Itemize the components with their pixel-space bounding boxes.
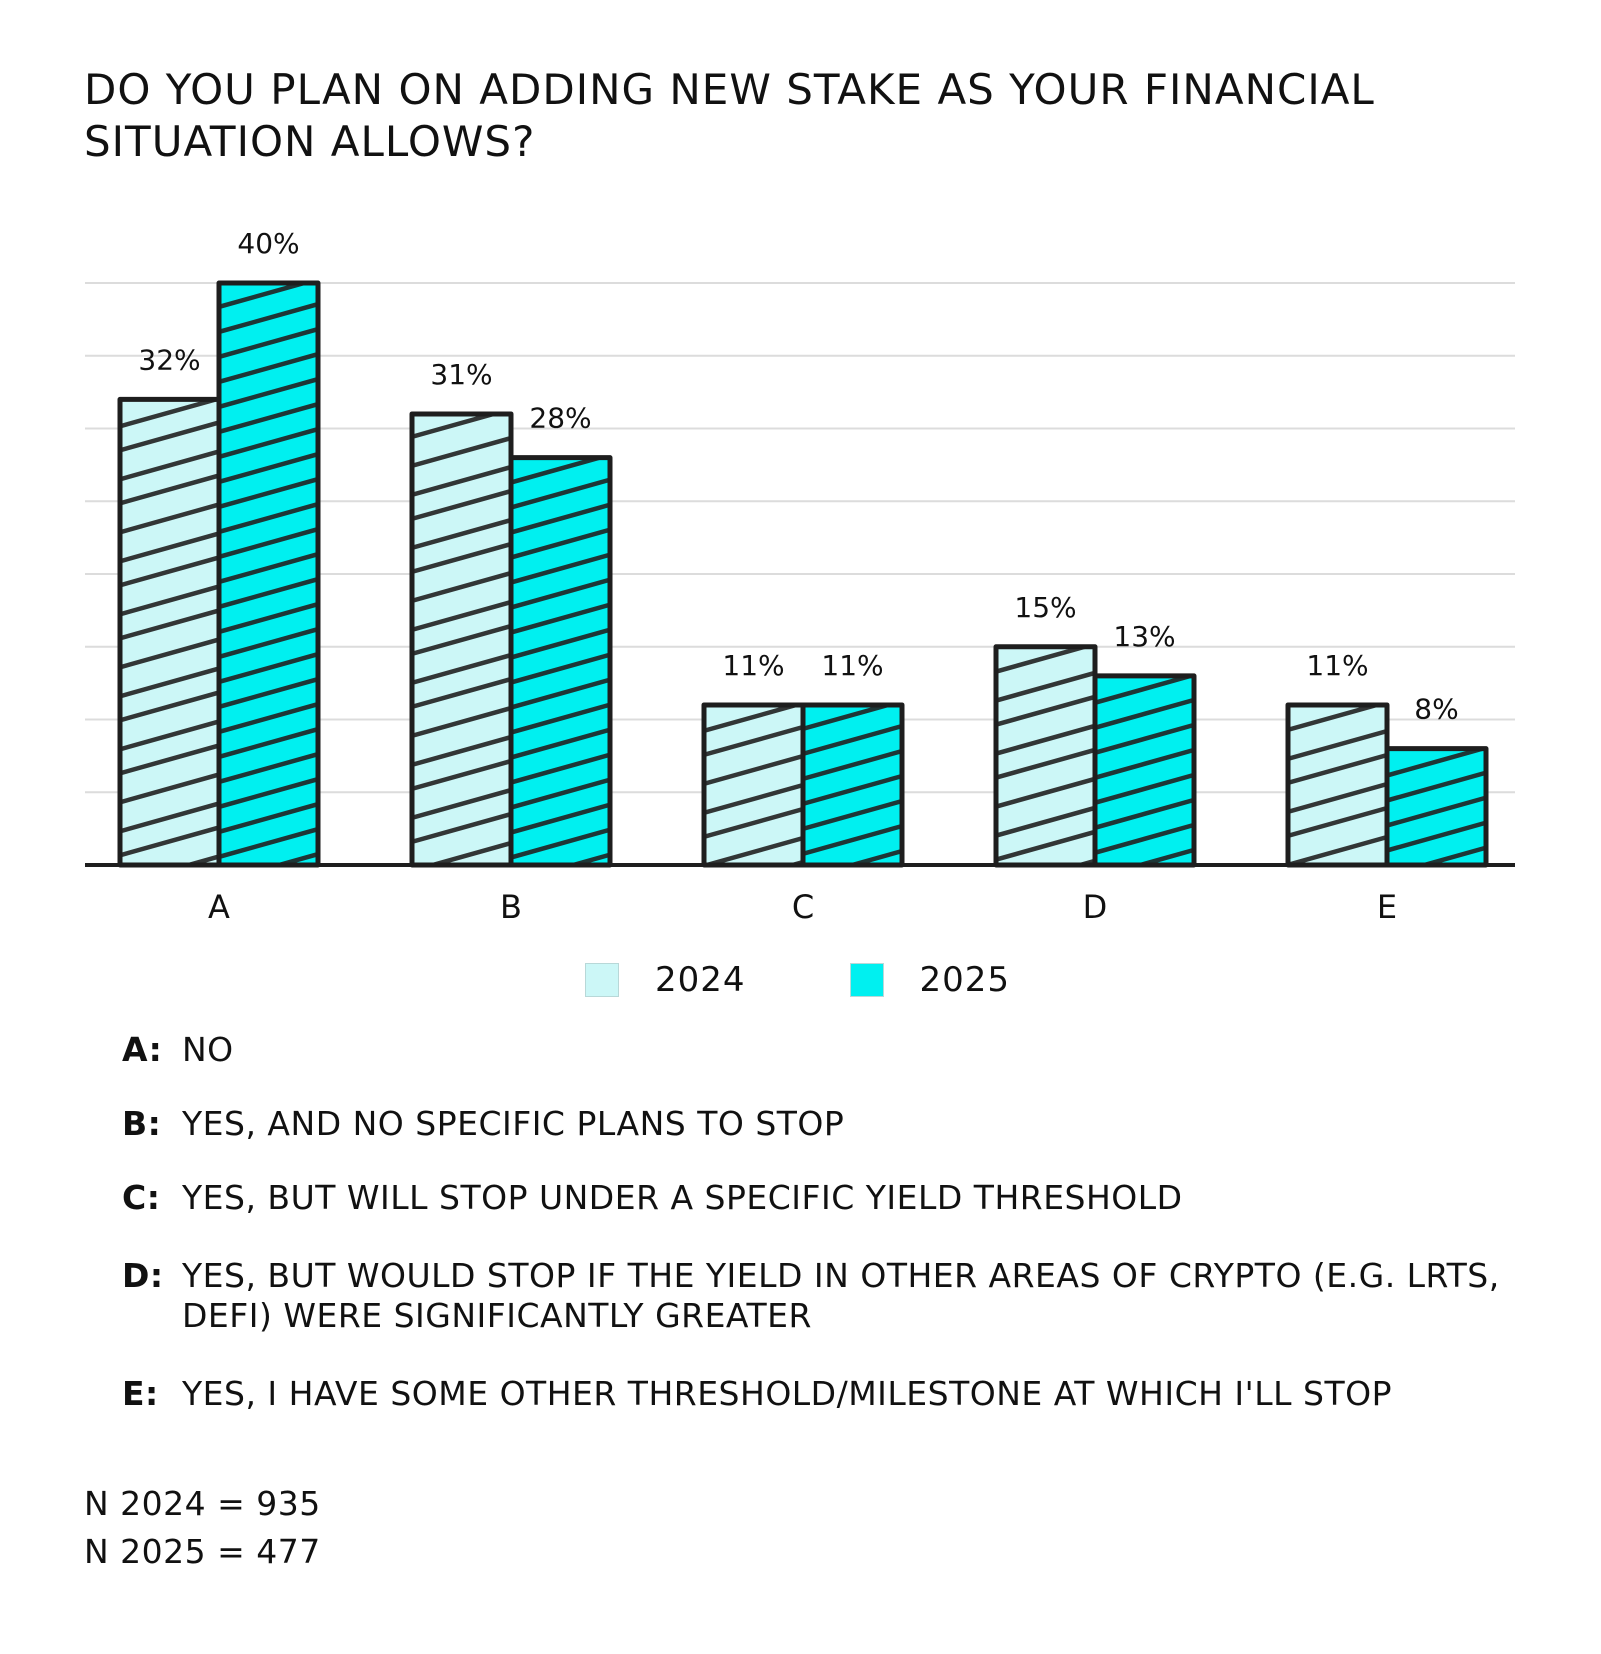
- note-key: A:: [122, 1030, 163, 1069]
- data-label-2024-E: 11%: [1306, 649, 1368, 682]
- sample-sizes: N 2024 = 935 N 2025 = 477: [84, 1480, 321, 1576]
- note-text: YES, I HAVE SOME OTHER THRESHOLD/MILESTO…: [182, 1374, 1392, 1413]
- note-c: C: YES, BUT WILL STOP UNDER A SPECIFIC Y…: [122, 1178, 1522, 1218]
- x-tick-label-C: C: [792, 888, 814, 926]
- data-label-2025-E: 8%: [1414, 693, 1458, 726]
- bar-hatching: [120, 399, 219, 865]
- note-key: B:: [122, 1104, 162, 1143]
- bar-hatching: [1387, 748, 1486, 865]
- legend-label-2024: 2024: [655, 960, 746, 1000]
- note-text: YES, BUT WOULD STOP IF THE YIELD IN OTHE…: [182, 1256, 1500, 1335]
- data-label-2025-B: 28%: [529, 402, 591, 435]
- note-key: E:: [122, 1374, 159, 1413]
- bar-2025-D: [1095, 675, 1194, 865]
- note-key: D:: [122, 1256, 164, 1295]
- note-text: NO: [182, 1030, 234, 1069]
- x-tick-label-D: D: [1083, 888, 1108, 926]
- note-text: YES, AND NO SPECIFIC PLANS TO STOP: [182, 1104, 845, 1143]
- bar-hatching: [412, 413, 511, 865]
- x-tick-label-E: E: [1377, 888, 1397, 926]
- legend-item-2025: 2025: [849, 960, 1011, 1000]
- chart-title: DO YOU PLAN ON ADDING NEW STAKE AS YOUR …: [84, 65, 1375, 166]
- note-d: D: YES, BUT WOULD STOP IF THE YIELD IN O…: [122, 1256, 1522, 1336]
- sample-size-2024: N 2024 = 935: [84, 1484, 321, 1523]
- category-notes: A: NO B: YES, AND NO SPECIFIC PLANS TO S…: [122, 1030, 1522, 1414]
- data-label-2024-D: 15%: [1014, 591, 1076, 624]
- x-tick-label-B: B: [500, 888, 522, 926]
- data-label-2024-A: 32%: [138, 343, 200, 376]
- value-labels: 32% 40% 31% 28% 11% 11% 15% 13% 11% 8%: [138, 227, 1458, 726]
- note-b: B: YES, AND NO SPECIFIC PLANS TO STOP: [122, 1104, 1522, 1144]
- legend-item-2024: 2024: [585, 960, 746, 1000]
- data-label-2025-C: 11%: [821, 649, 883, 682]
- bar-hatching: [1095, 675, 1194, 865]
- x-tick-label-A: A: [208, 888, 230, 926]
- data-label-2024-C: 11%: [722, 649, 784, 682]
- bar-2024-E: [1288, 704, 1387, 865]
- bar-hatching: [219, 283, 318, 865]
- note-text: YES, BUT WILL STOP UNDER A SPECIFIC YIEL…: [182, 1178, 1183, 1217]
- legend: 2024 2025: [585, 960, 1114, 1000]
- legend-swatch-2025: [849, 963, 884, 997]
- legend-label-2025: 2025: [919, 960, 1011, 1000]
- sample-size-2025: N 2025 = 477: [84, 1532, 321, 1571]
- x-axis: A B C D E: [85, 863, 1515, 926]
- data-label-2024-B: 31%: [430, 358, 492, 391]
- note-key: C:: [122, 1178, 161, 1217]
- legend-swatch-2024: [585, 963, 619, 997]
- gridlines: [85, 282, 1515, 794]
- note-e: E: YES, I HAVE SOME OTHER THRESHOLD/MILE…: [122, 1374, 1522, 1414]
- data-label-2025-A: 40%: [237, 227, 299, 260]
- note-a: A: NO: [122, 1030, 1522, 1070]
- bar-chart: 32% 40% 31% 28% 11% 11% 15% 13% 11% 8% A B C D E: [85, 227, 1515, 926]
- data-label-2025-D: 13%: [1113, 620, 1175, 653]
- bars: [117, 280, 1489, 868]
